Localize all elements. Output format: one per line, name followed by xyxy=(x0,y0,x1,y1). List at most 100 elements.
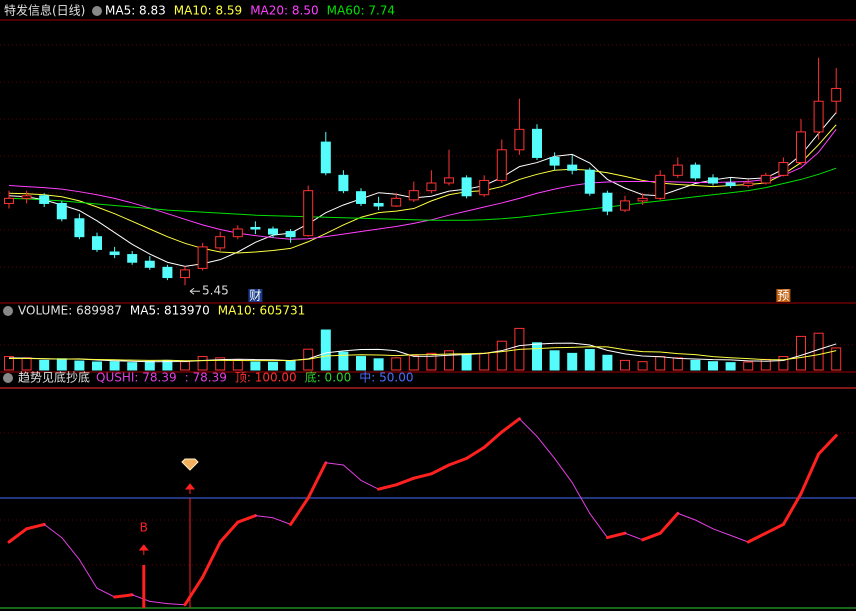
volume-bar xyxy=(180,361,190,371)
menu-icon[interactable] xyxy=(3,373,13,383)
event-tag xyxy=(248,289,263,302)
volume-bar xyxy=(672,357,683,371)
candle-body xyxy=(708,177,718,184)
indicator-segment xyxy=(96,587,116,598)
candle-body xyxy=(549,156,560,166)
candle-body xyxy=(496,149,507,181)
chart-title: 趋势见底抄底 xyxy=(18,370,90,385)
candle-body xyxy=(479,179,490,196)
indicator-segment xyxy=(730,534,749,543)
candle-body xyxy=(21,195,32,199)
indicator-segment xyxy=(342,464,362,481)
volume-bar xyxy=(109,361,120,371)
indicator-segment xyxy=(149,600,168,605)
bottom-arrow xyxy=(184,483,196,494)
candle-body xyxy=(215,236,226,249)
volume-bar xyxy=(813,332,824,371)
volume-bar xyxy=(39,359,50,371)
volume-bar xyxy=(532,342,542,371)
candle-body xyxy=(532,128,542,158)
candle-body xyxy=(356,191,366,204)
candle-body xyxy=(444,177,454,184)
candle-body xyxy=(760,174,771,184)
legend-entry: MA5: 813970 xyxy=(130,304,210,318)
volume-bar xyxy=(426,352,437,371)
volume-bar xyxy=(708,361,718,371)
candle-body xyxy=(461,177,472,197)
volume-bar xyxy=(408,355,419,371)
diamond-icon xyxy=(181,458,199,471)
volume-bar xyxy=(479,352,490,371)
buy-label: B xyxy=(140,521,148,535)
indicator-segment xyxy=(605,531,627,540)
indicator-segment xyxy=(412,472,433,480)
candle-body xyxy=(813,100,824,133)
menu-icon[interactable] xyxy=(3,306,13,316)
line xyxy=(8,342,837,363)
indicator-segment xyxy=(289,496,310,526)
volume-bar xyxy=(461,354,472,371)
volume-bar xyxy=(197,356,208,371)
indicator-segment xyxy=(272,517,292,525)
indicator-segment xyxy=(201,540,222,579)
volume-bar xyxy=(655,356,666,371)
indicator-segment xyxy=(677,512,696,521)
indicator-segment xyxy=(518,418,538,437)
indicator-segment xyxy=(712,528,732,536)
indicator-segment xyxy=(394,476,416,487)
candle-body xyxy=(74,218,85,238)
volume-bar xyxy=(602,354,613,371)
candle-body xyxy=(690,164,701,179)
candle-body xyxy=(285,231,296,238)
candle-body xyxy=(144,260,155,268)
volume-bar xyxy=(373,358,384,371)
candle-body xyxy=(320,141,331,174)
event-tag xyxy=(776,289,791,302)
volume-bar xyxy=(690,359,701,371)
legend-entry: MA10: 605731 xyxy=(218,304,306,318)
candle-body xyxy=(56,202,67,220)
low-arrow-head xyxy=(189,287,195,295)
indicator-segment xyxy=(589,512,608,539)
event-label: 财 xyxy=(249,289,261,303)
indicator-segment xyxy=(641,531,662,542)
indicator-segment xyxy=(306,461,328,500)
candle-body xyxy=(567,164,578,171)
legend-entry: VOLUME: 689987 xyxy=(18,304,122,318)
candle-body xyxy=(268,228,278,235)
volume-bar xyxy=(549,350,560,371)
candle-body xyxy=(426,182,437,192)
indicator-segment xyxy=(624,532,644,541)
candle-body xyxy=(672,164,683,176)
candle-body xyxy=(180,269,190,279)
indicator-segment xyxy=(536,435,556,459)
indicator-segment xyxy=(482,430,504,449)
line xyxy=(8,112,837,267)
volume-bar xyxy=(4,356,14,371)
candle-body xyxy=(743,182,754,187)
legend-entry: MA20: 8.50 xyxy=(250,4,318,18)
indicator-segment xyxy=(781,492,803,526)
candle-body xyxy=(127,254,138,263)
candle-body xyxy=(391,197,402,207)
legend-entry: QUSHI: 78.39 xyxy=(96,371,177,385)
candle-body xyxy=(514,128,525,151)
indicator-segment xyxy=(113,593,134,599)
volume-bar xyxy=(320,329,331,371)
volume-bar xyxy=(637,361,648,371)
candle-body xyxy=(232,228,243,238)
indicator-segment xyxy=(325,462,344,466)
legend-entry: 中: 50.00 xyxy=(359,370,413,385)
candle-body xyxy=(92,236,102,250)
indicator-segment xyxy=(166,603,186,606)
candle-body xyxy=(4,197,14,204)
menu-icon[interactable] xyxy=(92,6,102,16)
indicator-segment xyxy=(764,522,785,535)
volume-bar xyxy=(127,362,138,371)
indicator-segment xyxy=(131,594,151,602)
volume-bar xyxy=(268,361,278,371)
indicator-segment xyxy=(183,575,205,607)
candle-body xyxy=(602,192,613,212)
indicator-segment xyxy=(236,514,257,524)
chart-title: 特发信息(日线) xyxy=(4,3,85,18)
